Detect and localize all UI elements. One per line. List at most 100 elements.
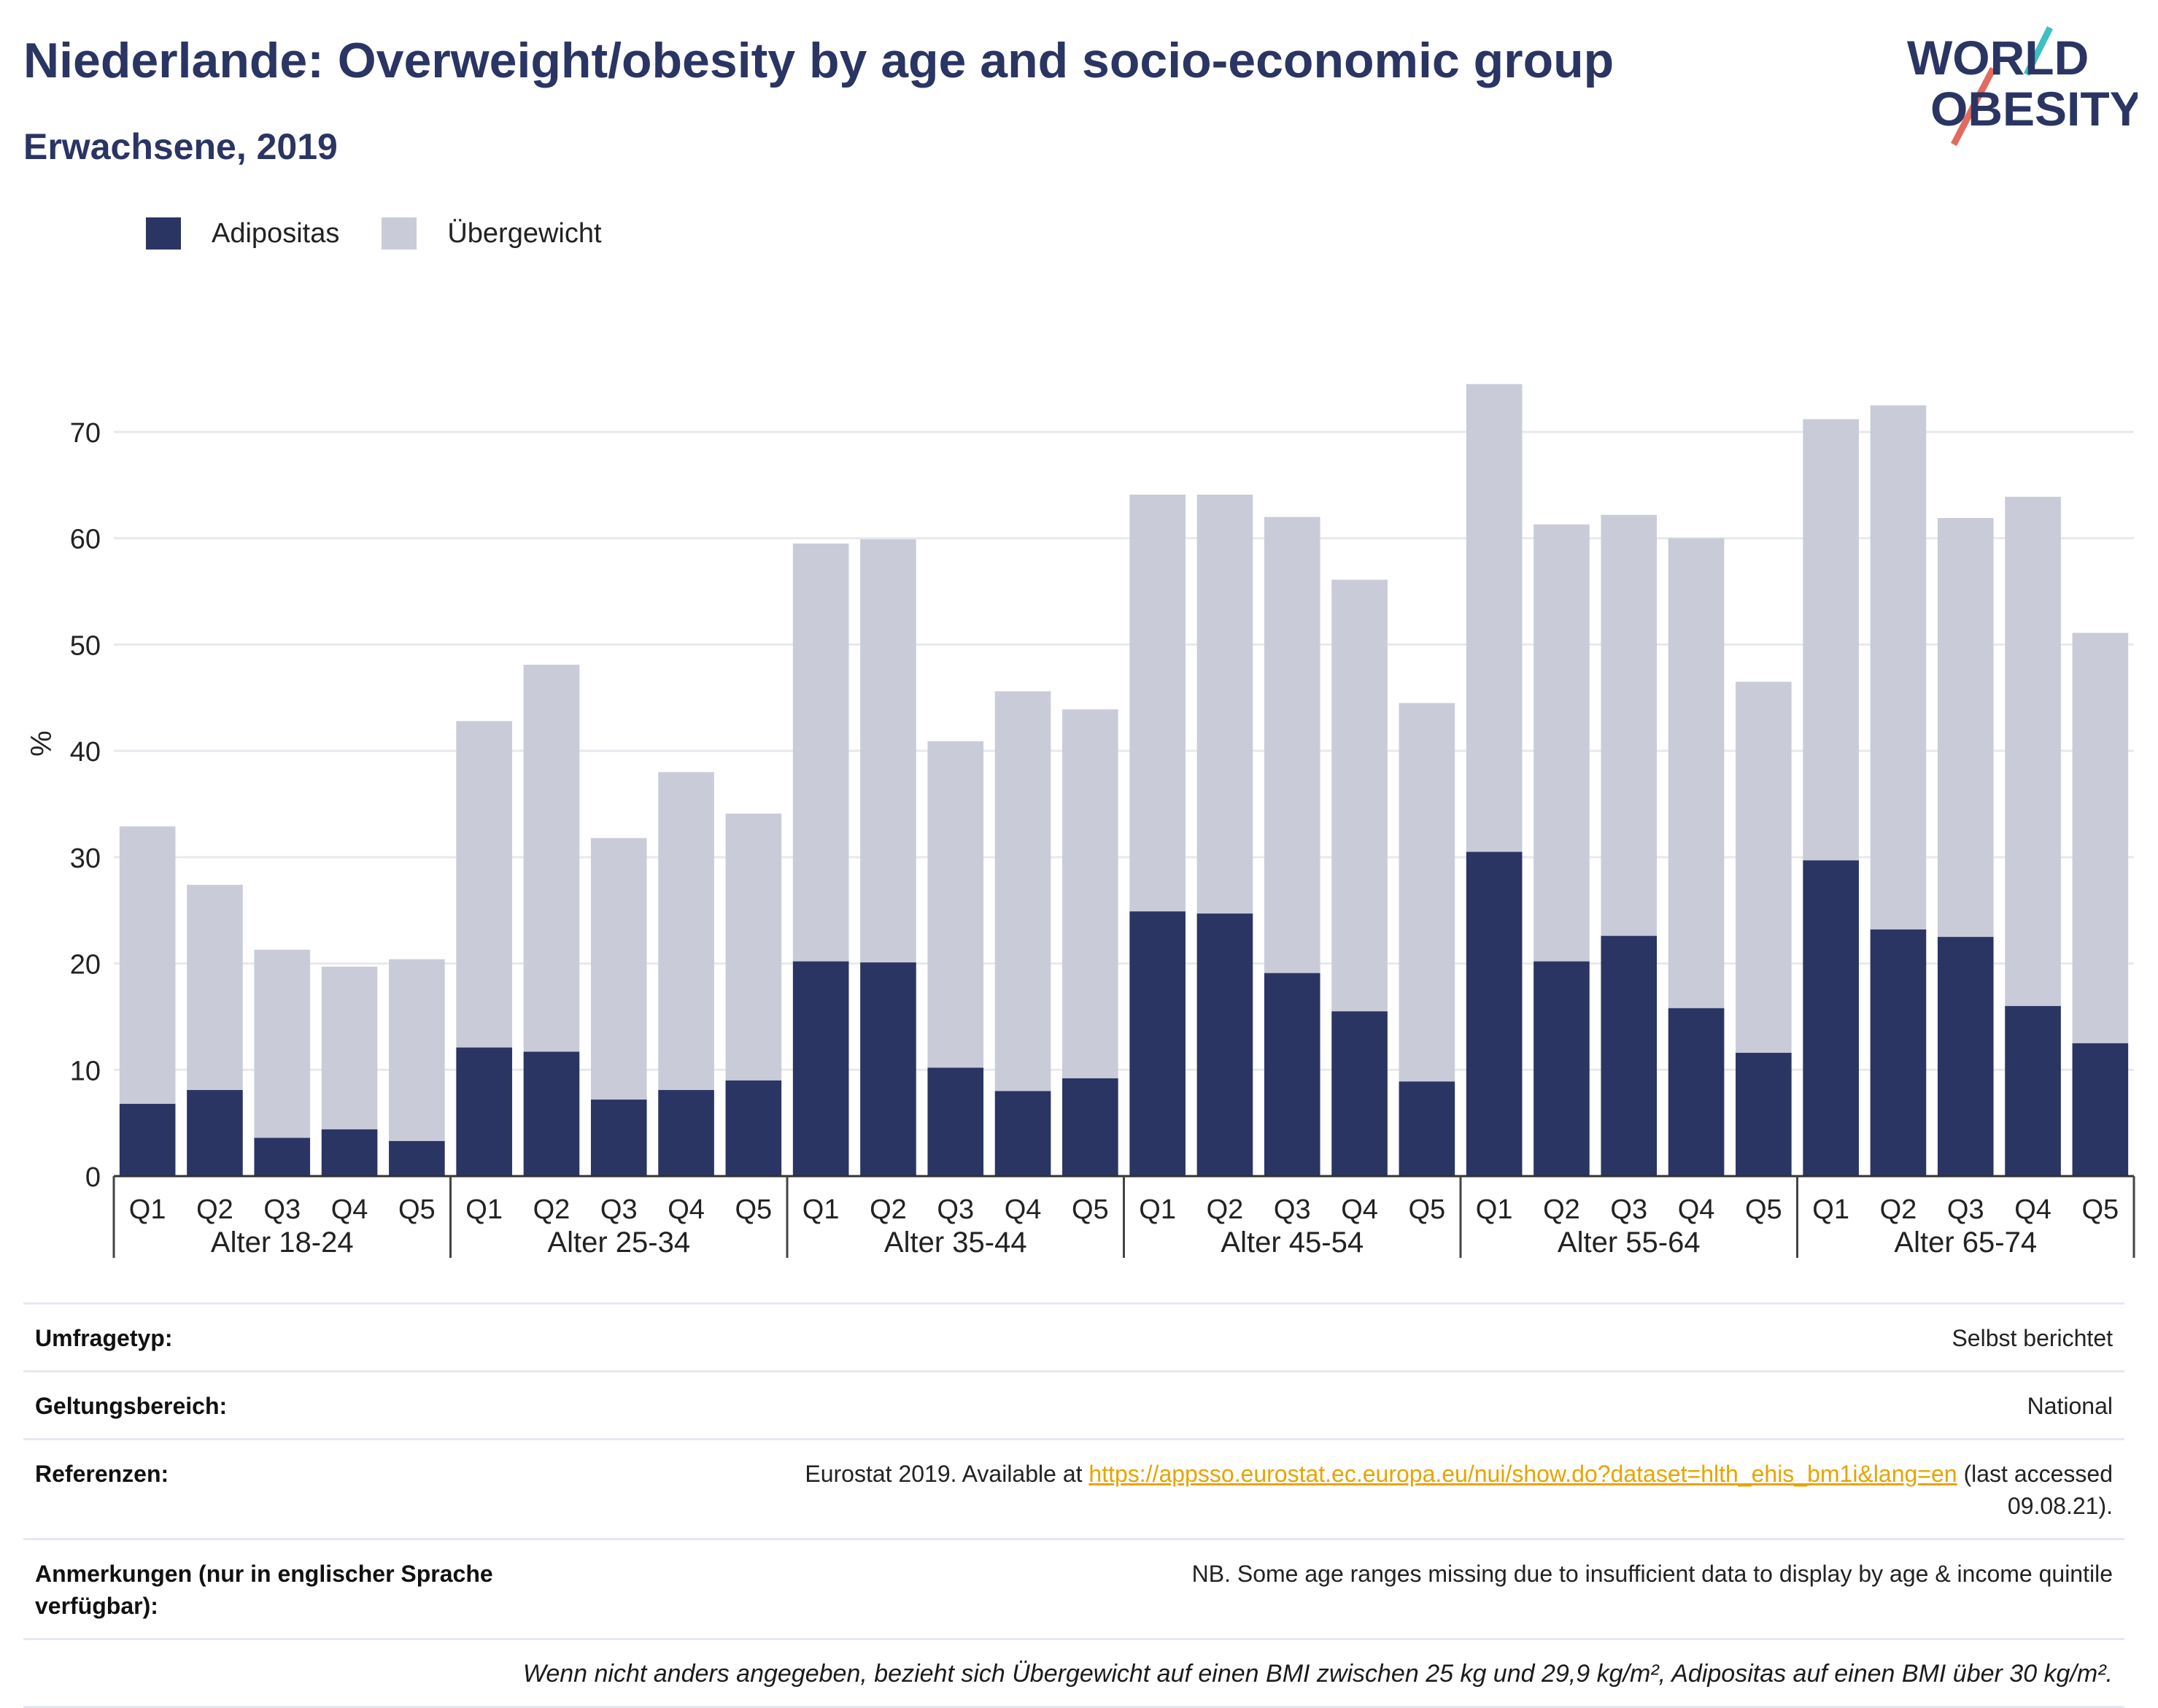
bar-overweight bbox=[1399, 703, 1455, 1082]
x-tick-label: Q4 bbox=[1678, 1194, 1715, 1225]
notes-value: NB. Some age ranges missing due to insuf… bbox=[1191, 1561, 2113, 1587]
x-tick-label: Q5 bbox=[398, 1194, 436, 1225]
references-link[interactable]: https://appsso.eurostat.ec.europa.eu/nui… bbox=[1088, 1461, 1957, 1487]
group-label: Alter 35-44 bbox=[884, 1226, 1027, 1259]
legend: Adipositas Übergewicht bbox=[146, 217, 644, 250]
info-row-survey: Umfragetyp: Selbst berichtet bbox=[23, 1302, 2124, 1370]
y-tick-label: 20 bbox=[70, 950, 101, 981]
bar-overweight bbox=[994, 691, 1051, 1091]
bar-overweight bbox=[119, 826, 176, 1104]
bar-overweight bbox=[2005, 496, 2061, 1006]
notes-label: Anmerkungen (nur in englischer Sprache v… bbox=[35, 1561, 493, 1619]
bar-overweight bbox=[1466, 384, 1523, 852]
y-tick-label: 10 bbox=[70, 1056, 101, 1086]
x-tick-label: Q4 bbox=[1005, 1194, 1042, 1225]
bar-overweight bbox=[792, 544, 849, 962]
info-row-notes: Anmerkungen (nur in englischer Sprache v… bbox=[23, 1538, 2124, 1638]
y-tick-label: 70 bbox=[70, 418, 101, 449]
bar-overweight bbox=[1062, 709, 1118, 1078]
bar-overweight bbox=[1331, 579, 1388, 1012]
legend-item-obesity[interactable]: Adipositas bbox=[146, 217, 339, 250]
bar-obesity bbox=[119, 1103, 176, 1176]
x-tick-label: Q3 bbox=[600, 1194, 638, 1225]
logo-text-obesity: OBESITY bbox=[1930, 82, 2138, 136]
x-tick-label: Q3 bbox=[937, 1194, 974, 1225]
group-label: Alter 55-64 bbox=[1558, 1226, 1701, 1259]
y-tick-label: 40 bbox=[70, 737, 101, 768]
x-tick-label: Q1 bbox=[465, 1194, 503, 1225]
bar-overweight bbox=[1601, 514, 1658, 936]
bar-obesity bbox=[590, 1100, 647, 1176]
bar-obesity bbox=[1601, 935, 1658, 1176]
bar-overweight bbox=[1129, 494, 1186, 912]
bar-overweight bbox=[1668, 538, 1725, 1008]
bar-overweight bbox=[523, 665, 580, 1052]
scope-value: National bbox=[2027, 1393, 2113, 1419]
bar-overweight bbox=[1937, 518, 1994, 938]
x-tick-label: Q3 bbox=[1610, 1194, 1647, 1225]
x-tick-label: Q3 bbox=[263, 1194, 301, 1225]
bar-obesity bbox=[1803, 860, 1859, 1176]
bar-obesity bbox=[1196, 913, 1253, 1176]
bar-obesity bbox=[2005, 1005, 2061, 1176]
references-date: 09.08.21). bbox=[2007, 1493, 2113, 1519]
references-prefix: Eurostat 2019. Available at bbox=[805, 1461, 1089, 1487]
bar-overweight bbox=[590, 838, 647, 1100]
bar-obesity bbox=[725, 1080, 782, 1176]
bar-obesity bbox=[187, 1089, 243, 1176]
info-table: Umfragetyp: Selbst berichtet Geltungsber… bbox=[23, 1302, 2124, 1708]
x-tick-label: Q2 bbox=[196, 1194, 233, 1225]
bar-obesity bbox=[389, 1140, 445, 1176]
bar-overweight bbox=[1264, 517, 1320, 973]
y-tick-label: 60 bbox=[70, 525, 101, 555]
bar-obesity bbox=[1534, 961, 1590, 1176]
references-value: Eurostat 2019. Available at https://apps… bbox=[589, 1458, 2113, 1522]
bar-obesity bbox=[456, 1047, 512, 1176]
bar-obesity bbox=[2072, 1043, 2129, 1176]
x-tick-label: Q5 bbox=[1408, 1194, 1445, 1225]
x-tick-label: Q1 bbox=[129, 1194, 166, 1225]
bar-overweight bbox=[1803, 419, 1859, 861]
x-tick-label: Q4 bbox=[668, 1194, 705, 1225]
bar-obesity bbox=[1129, 911, 1186, 1176]
footnote-text: Wenn nicht anders angegeben, bezieht sic… bbox=[522, 1660, 2113, 1688]
bar-overweight bbox=[321, 966, 378, 1129]
references-label: Referenzen: bbox=[35, 1461, 169, 1487]
y-tick-label: 30 bbox=[70, 843, 101, 874]
bar-overweight bbox=[1534, 524, 1590, 962]
info-row-footnote: Wenn nicht anders angegeben, bezieht sic… bbox=[23, 1638, 2124, 1708]
references-suffix: (last accessed bbox=[1957, 1461, 2113, 1487]
bar-overweight bbox=[725, 814, 782, 1081]
x-tick-label: Q5 bbox=[1745, 1194, 1782, 1225]
bar-obesity bbox=[1668, 1008, 1725, 1176]
x-tick-label: Q4 bbox=[331, 1194, 368, 1225]
bar-overweight bbox=[658, 772, 714, 1090]
bar-overweight bbox=[1736, 681, 1792, 1053]
x-tick-label: Q1 bbox=[1139, 1194, 1176, 1225]
chart-subtitle: Erwachsene, 2019 bbox=[23, 126, 338, 167]
bar-obesity bbox=[1399, 1081, 1455, 1176]
bar-overweight bbox=[2072, 633, 2129, 1043]
world-obesity-logo: WORLD OBESITY bbox=[1907, 26, 2138, 147]
group-label: Alter 65-74 bbox=[1894, 1226, 2037, 1259]
legend-item-overweight[interactable]: Übergewicht bbox=[382, 217, 602, 250]
legend-label-obesity: Adipositas bbox=[212, 217, 340, 249]
bar-obesity bbox=[792, 961, 849, 1176]
bar-obesity bbox=[1466, 851, 1523, 1176]
group-label: Alter 18-24 bbox=[211, 1226, 354, 1259]
bar-obesity bbox=[860, 962, 916, 1176]
bar-obesity bbox=[1062, 1078, 1118, 1176]
x-tick-label: Q4 bbox=[2014, 1194, 2051, 1225]
x-tick-label: Q1 bbox=[1476, 1194, 1513, 1225]
x-tick-label: Q1 bbox=[803, 1194, 840, 1225]
bar-obesity bbox=[1264, 973, 1320, 1176]
x-tick-label: Q4 bbox=[1341, 1194, 1378, 1225]
legend-label-overweight: Übergewicht bbox=[447, 217, 602, 249]
group-label: Alter 45-54 bbox=[1221, 1226, 1364, 1259]
logo-text-world: WORLD bbox=[1907, 31, 2089, 85]
bar-overweight bbox=[187, 884, 243, 1090]
chart-title: Niederlande: Overweight/obesity by age a… bbox=[23, 33, 1614, 88]
x-tick-label: Q2 bbox=[1543, 1194, 1580, 1225]
bar-overweight bbox=[860, 539, 916, 963]
bar-overweight bbox=[389, 959, 445, 1141]
